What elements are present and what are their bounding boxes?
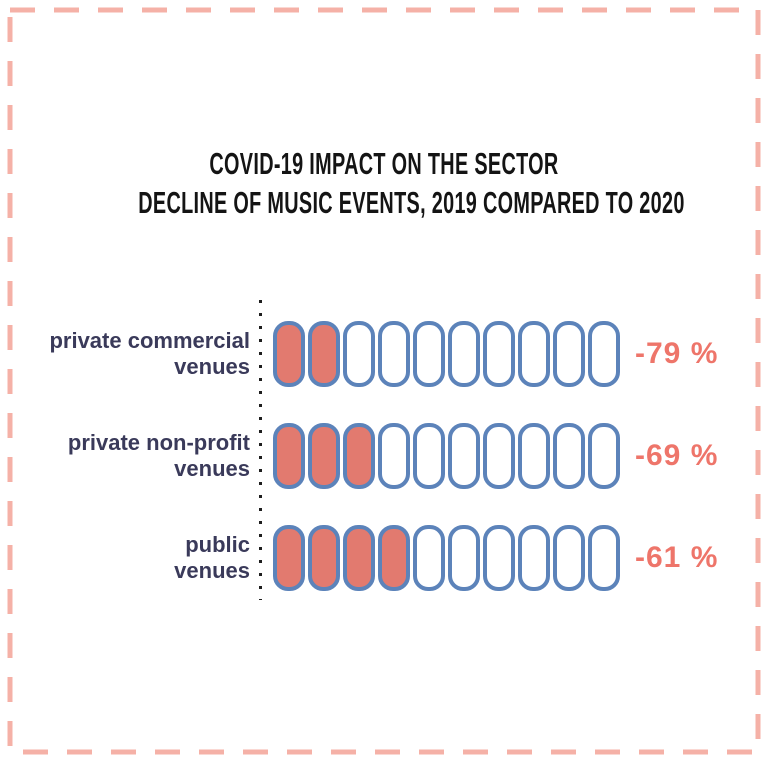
row-label: public venues [0, 532, 250, 584]
row-label-line: venues [174, 354, 250, 379]
pictogram-rows: private commercial venues -79 % private non… [0, 321, 768, 591]
pill-unit-empty [553, 321, 585, 387]
row-label-line: private commercial [49, 328, 250, 353]
row-label: private non-profit venues [0, 430, 250, 482]
pill-unit-empty [413, 321, 445, 387]
pill-unit-filled [308, 525, 340, 591]
pill-unit-empty [483, 321, 515, 387]
pill-unit-filled [378, 525, 410, 591]
pill-unit-empty [448, 423, 480, 489]
pictogram-row: private commercial venues -79 % [0, 321, 768, 387]
pill-track [273, 423, 620, 489]
pill-unit-filled [308, 423, 340, 489]
pill-unit-empty [448, 525, 480, 591]
chart-title-line-1: COVID-19 IMPACT ON THE SECTOR [209, 146, 559, 181]
pill-unit-empty [448, 321, 480, 387]
pill-unit-filled [343, 423, 375, 489]
pill-unit-filled [273, 423, 305, 489]
pill-unit-empty [518, 423, 550, 489]
pill-unit-empty [413, 525, 445, 591]
pictogram-row: public venues -61 % [0, 525, 768, 591]
pill-track [273, 525, 620, 591]
row-label-line: venues [174, 456, 250, 481]
pill-unit-empty [518, 525, 550, 591]
row-label-line: public [185, 532, 250, 557]
pill-unit-empty [588, 423, 620, 489]
pill-track [273, 321, 620, 387]
pill-unit-empty [518, 321, 550, 387]
row-label: private commercial venues [0, 328, 250, 380]
pill-unit-filled [343, 525, 375, 591]
pill-unit-empty [553, 525, 585, 591]
pill-unit-filled [273, 321, 305, 387]
pill-unit-empty [588, 321, 620, 387]
pill-unit-empty [378, 321, 410, 387]
chart-title: COVID-19 IMPACT ON THE SECTOR DECLINE OF… [0, 144, 768, 222]
pill-unit-empty [343, 321, 375, 387]
pill-unit-empty [588, 525, 620, 591]
row-value: -69 % [635, 439, 719, 472]
pictogram-chart: private commercial venues -79 % private non… [0, 300, 768, 627]
pill-unit-empty [413, 423, 445, 489]
pill-unit-filled [308, 321, 340, 387]
pill-unit-filled [273, 525, 305, 591]
pill-unit-empty [483, 525, 515, 591]
row-label-line: private non-profit [67, 430, 250, 455]
dotted-axis-line [259, 300, 262, 600]
row-label-line: venues [174, 558, 250, 583]
row-value: -61 % [635, 541, 719, 574]
pill-unit-empty [553, 423, 585, 489]
chart-title-line-2: DECLINE OF MUSIC EVENTS, 2019 COMPARED T… [138, 185, 685, 220]
row-value: -79 % [635, 337, 719, 370]
pill-unit-empty [483, 423, 515, 489]
pill-unit-empty [378, 423, 410, 489]
pictogram-row: private non-profit venues -69 % [0, 423, 768, 489]
